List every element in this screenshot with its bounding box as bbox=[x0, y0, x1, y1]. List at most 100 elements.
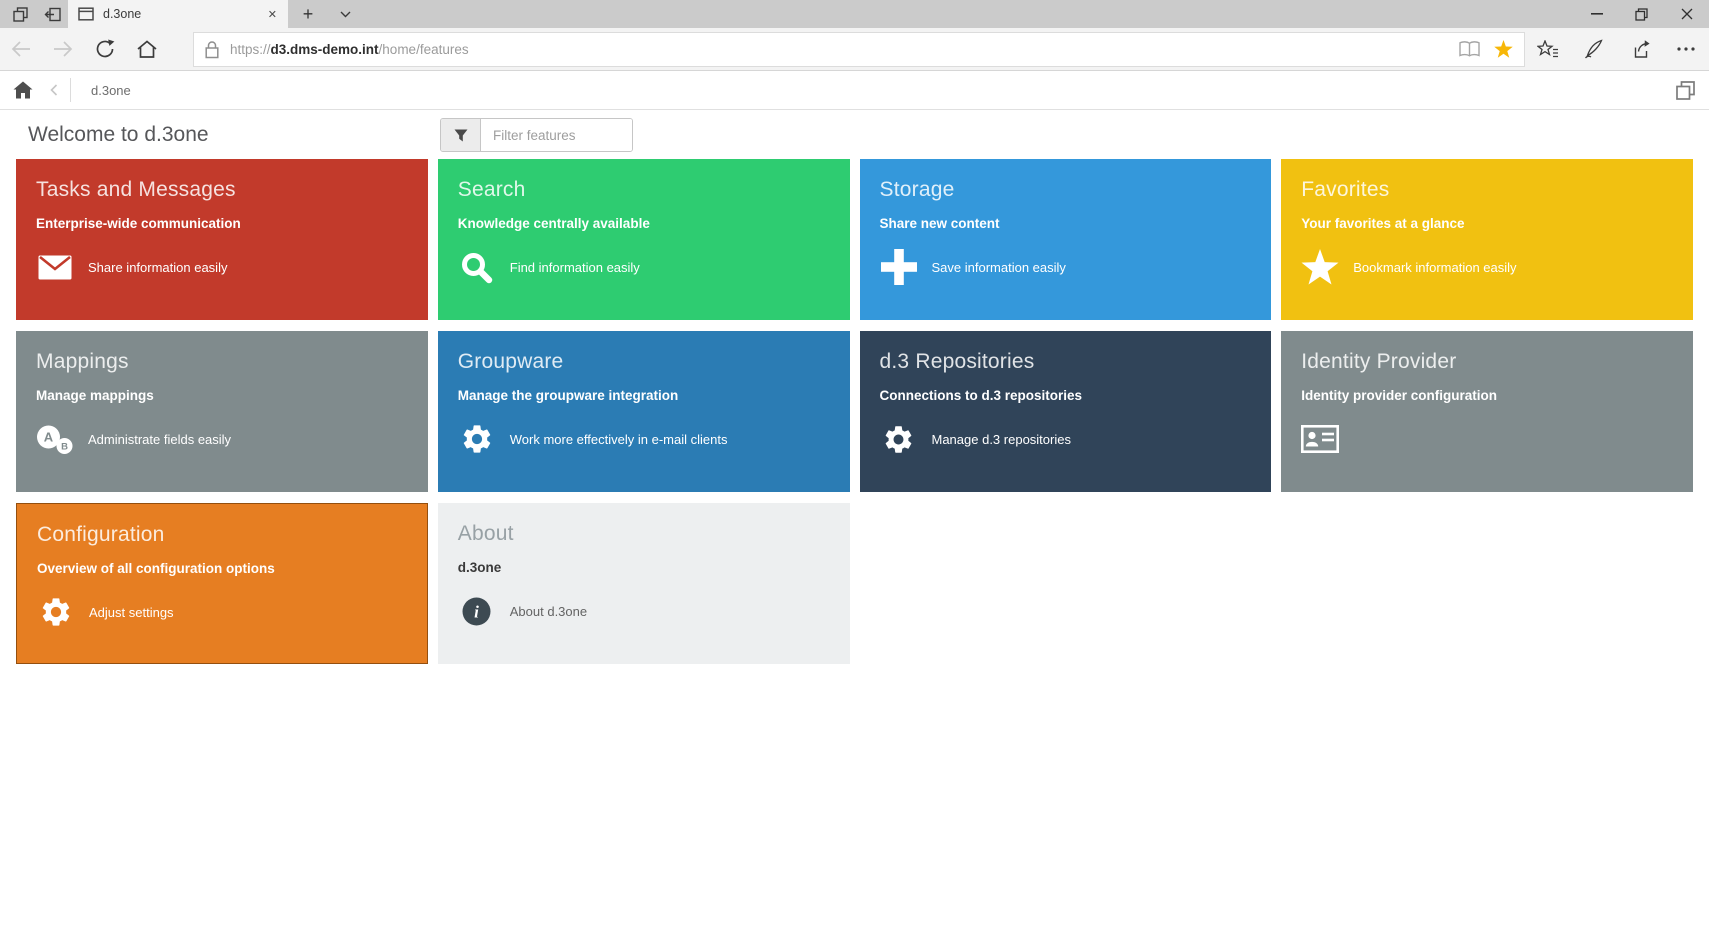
info-icon: i bbox=[458, 597, 496, 626]
tile-action-label: Work more effectively in e-mail clients bbox=[509, 431, 728, 447]
refresh-icon bbox=[95, 39, 115, 59]
app-home-button[interactable] bbox=[0, 71, 46, 109]
forward-button[interactable] bbox=[42, 28, 84, 70]
page-favicon-icon bbox=[78, 7, 94, 21]
envelope-icon bbox=[36, 255, 74, 280]
gear-icon bbox=[880, 423, 918, 456]
close-window-button[interactable] bbox=[1664, 0, 1709, 28]
tabs-preview-icon bbox=[12, 6, 28, 22]
minimize-icon bbox=[1590, 13, 1603, 15]
tile-title: Search bbox=[457, 178, 526, 201]
page-content: Welcome to d.3one Tasks and Messages Ent… bbox=[0, 110, 1709, 948]
hub-button[interactable] bbox=[1527, 28, 1569, 70]
svg-text:i: i bbox=[474, 602, 479, 621]
breadcrumb: d.3one bbox=[91, 82, 131, 98]
browser-toolbar: https://d3.dms-demo.int/home/features bbox=[0, 28, 1709, 71]
tile-identity-provider[interactable]: Identity Provider Identity provider conf… bbox=[1281, 331, 1693, 492]
id-card-icon bbox=[1301, 425, 1340, 453]
tile-title: Identity Provider bbox=[1301, 350, 1457, 373]
tile-title: Tasks and Messages bbox=[36, 178, 236, 201]
close-icon bbox=[1681, 8, 1693, 20]
tile-title: Storage bbox=[879, 178, 955, 201]
tile-action-label: Save information easily bbox=[931, 259, 1066, 275]
magnifier-icon bbox=[458, 251, 496, 284]
tile-favorites[interactable]: Favorites Your favorites at a glance Boo… bbox=[1281, 159, 1693, 320]
tab-strip: d.3one ✕ + bbox=[0, 0, 1709, 28]
tile-subtitle: Your favorites at a glance bbox=[1301, 216, 1465, 231]
tile-subtitle: Enterprise-wide communication bbox=[36, 216, 241, 231]
window-tiles-button[interactable] bbox=[1661, 71, 1709, 109]
tile-action-label: Adjust settings bbox=[89, 604, 174, 620]
reading-view-button[interactable] bbox=[1452, 34, 1486, 64]
book-icon bbox=[1458, 41, 1480, 57]
funnel-icon bbox=[454, 129, 468, 142]
tile-subtitle: Connections to d.3 repositories bbox=[879, 388, 1083, 403]
restore-button[interactable] bbox=[1619, 0, 1664, 28]
divider bbox=[70, 78, 71, 102]
tile-action-label: Find information easily bbox=[509, 259, 640, 275]
favorite-star-button[interactable] bbox=[1486, 34, 1520, 64]
share-button[interactable] bbox=[1619, 28, 1661, 70]
house-icon bbox=[13, 81, 33, 99]
restore-icon bbox=[1635, 7, 1648, 21]
home-button[interactable] bbox=[126, 28, 168, 70]
tile-subtitle: Identity provider configuration bbox=[1301, 388, 1498, 403]
lock-icon bbox=[204, 40, 220, 59]
tile-action-label: Share information easily bbox=[88, 259, 228, 275]
page-title: Welcome to d.3one bbox=[28, 123, 209, 146]
share-icon bbox=[1630, 39, 1650, 59]
tile-tasks-and-messages[interactable]: Tasks and Messages Enterprise-wide commu… bbox=[16, 159, 428, 320]
tile-about[interactable]: About d.3one i About d.3one bbox=[437, 503, 850, 664]
hub-star-icon bbox=[1537, 40, 1559, 58]
more-button[interactable] bbox=[1665, 28, 1707, 70]
tabs-preview-button[interactable] bbox=[4, 0, 36, 28]
ellipsis-icon bbox=[1677, 47, 1695, 51]
tile-title: Groupware bbox=[457, 350, 564, 373]
set-tabs-aside-icon bbox=[44, 7, 61, 22]
close-tab-button[interactable]: ✕ bbox=[263, 6, 282, 23]
tile-action-label: Administrate fields easily bbox=[88, 431, 232, 447]
tile-subtitle: d.3one bbox=[457, 560, 502, 575]
back-button[interactable] bbox=[0, 28, 42, 70]
chevron-left-icon bbox=[50, 84, 58, 96]
tile-d3-repositories[interactable]: d.3 Repositories Connections to d.3 repo… bbox=[859, 331, 1272, 492]
tile-action-label: About d.3one bbox=[509, 603, 588, 619]
svg-text:B: B bbox=[61, 441, 68, 452]
breadcrumb-back-button[interactable] bbox=[48, 82, 60, 98]
tile-groupware[interactable]: Groupware Manage the groupware integrati… bbox=[437, 331, 850, 492]
tile-subtitle: Knowledge centrally available bbox=[457, 216, 650, 231]
tile-configuration[interactable]: Configuration Overview of all configurat… bbox=[16, 503, 428, 664]
filter-control bbox=[440, 118, 633, 152]
star-filled-icon bbox=[1493, 40, 1513, 58]
home-icon bbox=[136, 39, 158, 59]
url-text: https://d3.dms-demo.int/home/features bbox=[230, 41, 469, 57]
tile-subtitle: Manage mappings bbox=[36, 388, 154, 403]
star-icon bbox=[1301, 249, 1339, 285]
pen-icon bbox=[1584, 39, 1604, 59]
tile-subtitle: Share new content bbox=[879, 216, 1000, 231]
app-breadcrumb-bar: d.3one bbox=[0, 71, 1709, 110]
filter-input[interactable] bbox=[481, 119, 632, 151]
tile-storage[interactable]: Storage Share new content Save informati… bbox=[859, 159, 1272, 320]
arrow-left-icon bbox=[10, 38, 32, 60]
set-tabs-aside-button[interactable] bbox=[36, 0, 68, 28]
tile-title: Favorites bbox=[1301, 178, 1390, 201]
refresh-button[interactable] bbox=[84, 28, 126, 70]
tab-dropdown-button[interactable] bbox=[328, 0, 362, 28]
tile-search[interactable]: Search Knowledge centrally available Fin… bbox=[437, 159, 850, 320]
tile-action-label: Manage d.3 repositories bbox=[931, 431, 1071, 447]
minimize-button[interactable] bbox=[1574, 0, 1619, 28]
web-note-button[interactable] bbox=[1573, 28, 1615, 70]
svg-text:A: A bbox=[44, 429, 54, 444]
address-bar[interactable]: https://d3.dms-demo.int/home/features bbox=[193, 31, 1525, 67]
new-tab-button[interactable]: + bbox=[288, 0, 328, 28]
plus-icon bbox=[880, 249, 918, 285]
filter-button[interactable] bbox=[441, 119, 481, 151]
overlapping-windows-icon bbox=[1675, 80, 1695, 100]
browser-tab[interactable]: d.3one ✕ bbox=[68, 0, 288, 28]
tile-subtitle: Overview of all configuration options bbox=[37, 561, 275, 576]
tile-subtitle: Manage the groupware integration bbox=[457, 388, 679, 403]
